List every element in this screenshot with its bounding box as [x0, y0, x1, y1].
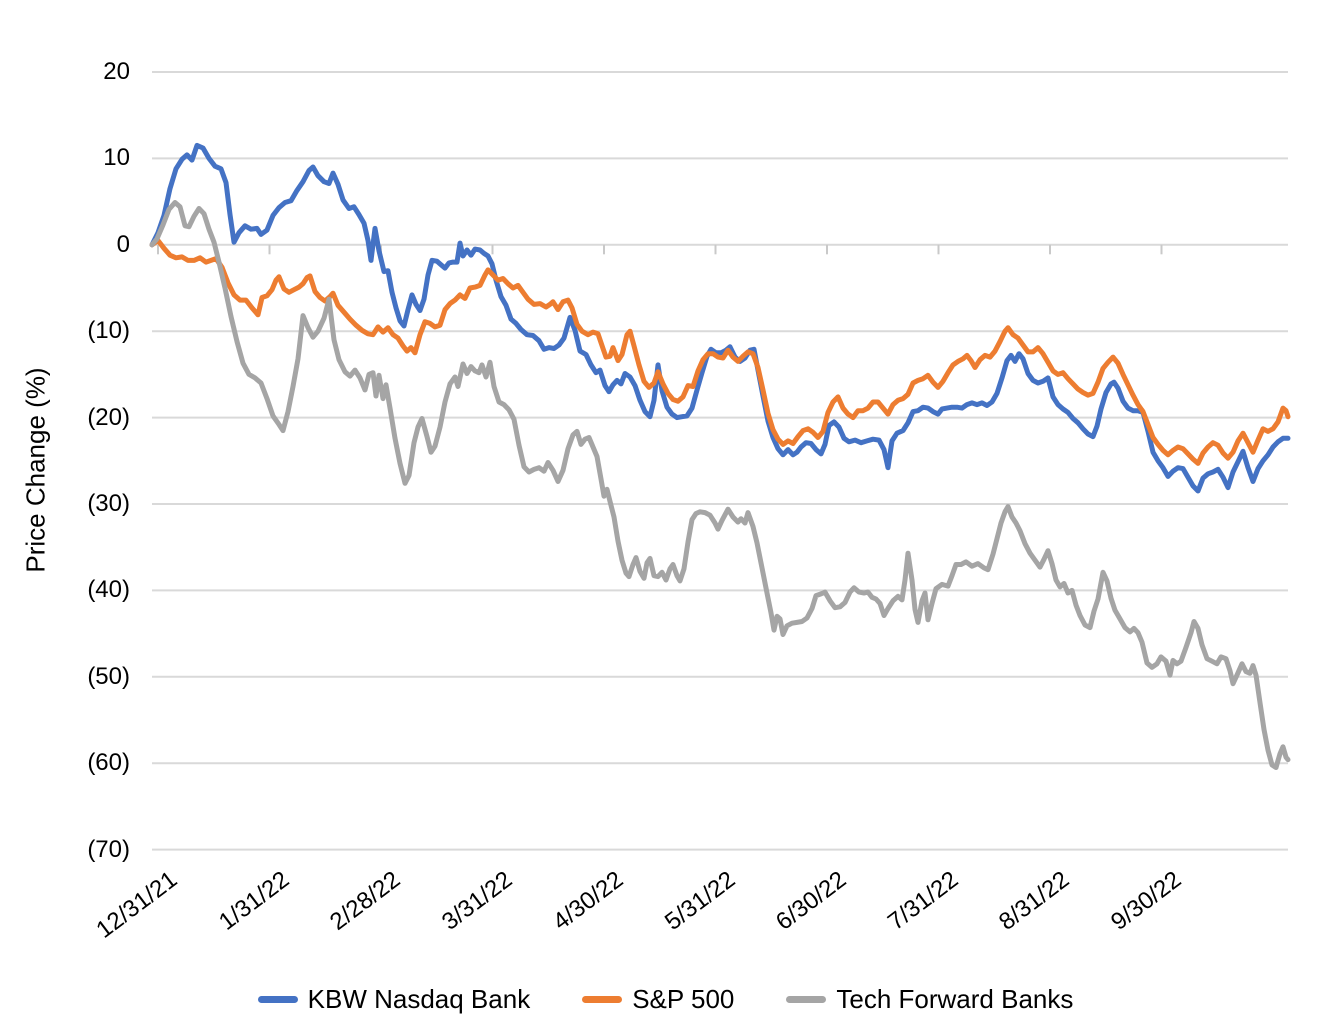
series-line-1	[149, 238, 1291, 466]
legend-label: KBW Nasdaq Bank	[307, 984, 531, 1014]
series-line-2	[149, 200, 1291, 770]
y-tick-label: (20)	[87, 403, 130, 431]
y-tick-label: 20	[103, 58, 130, 85]
gridlines	[152, 71, 1288, 851]
y-tick-label: (10)	[87, 317, 130, 345]
legend-item: KBW Nasdaq Bank	[257, 984, 531, 1015]
y-tick-label: 0	[116, 230, 130, 258]
legend-item: Tech Forward Banks	[786, 984, 1073, 1015]
y-tick-label: (60)	[87, 749, 130, 777]
y-tick-label: (70)	[87, 835, 130, 863]
legend-item: S&P 500	[582, 984, 734, 1015]
y-tick-label: (30)	[87, 490, 130, 517]
legend-swatch-icon	[582, 996, 623, 1003]
y-tick-label: 10	[103, 144, 130, 172]
legend-label: S&P 500	[632, 984, 735, 1014]
legend-swatch-icon	[257, 996, 298, 1003]
y-tick-label: (50)	[87, 662, 130, 690]
y-axis-title: Price Change (%)	[20, 367, 51, 573]
x-axis-ticks	[157, 244, 1163, 255]
legend: KBW Nasdaq Bank S&P 500 Tech Forward Banks	[0, 984, 1331, 1015]
legend-label: Tech Forward Banks	[836, 984, 1074, 1014]
legend-swatch-icon	[786, 996, 827, 1003]
y-tick-label: (40)	[87, 576, 130, 604]
